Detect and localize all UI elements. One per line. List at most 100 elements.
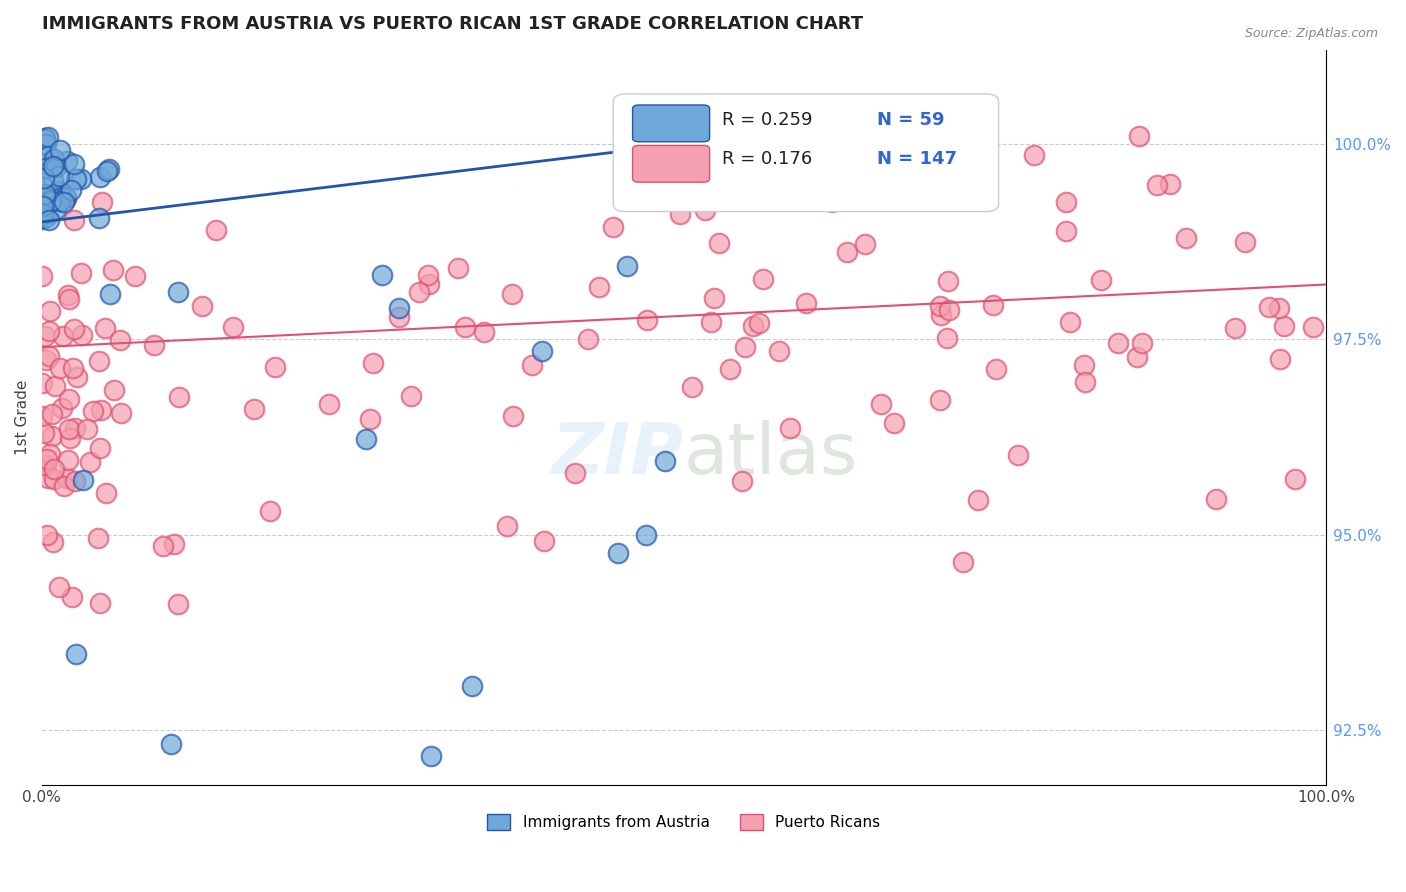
Point [1128,128,1150,143]
Point [45,161,67,175]
Point [371,268,394,282]
Point [853,237,876,252]
Point [734,339,756,353]
Point [1054,224,1077,238]
Point [1146,178,1168,193]
Point [1073,376,1095,390]
Point [63,322,86,336]
Point [39,187,62,202]
Point [35,136,58,151]
Point [681,379,703,393]
Point [981,297,1004,311]
Point [654,454,676,468]
Point [454,319,477,334]
Point [1268,351,1291,366]
Point [37,149,59,163]
Point [37,471,59,485]
Point [32,199,55,213]
Text: R = 0.176: R = 0.176 [723,150,813,168]
Point [623,854,645,868]
Text: atlas: atlas [683,420,858,489]
Point [408,285,430,300]
Point [207,822,229,836]
Point [242,401,264,416]
Point [533,533,555,548]
Point [794,295,817,310]
Point [34,157,56,171]
Point [63,421,86,435]
Point [44,379,66,393]
Point [52,329,75,343]
Point [35,161,58,175]
Point [167,390,190,404]
Point [58,392,80,407]
Point [35,353,58,368]
Point [748,316,770,330]
Point [41,173,63,187]
Point [576,332,599,346]
Point [191,299,214,313]
Point [825,171,848,186]
Point [742,319,765,334]
Point [87,211,110,226]
Point [416,268,439,283]
Point [222,320,245,334]
Point [936,331,959,345]
Point [1022,147,1045,161]
Point [90,403,112,417]
Point [110,333,132,347]
Point [1107,336,1129,351]
Point [55,190,77,204]
Point [602,220,624,235]
Point [1223,321,1246,335]
Point [55,192,77,206]
Point [37,130,59,145]
Point [51,401,73,415]
Point [821,195,844,210]
Point [65,171,87,186]
Point [606,546,628,560]
Point [143,337,166,351]
Point [354,433,377,447]
Point [72,328,94,343]
Point [634,528,657,542]
Point [38,213,60,227]
Point [318,397,340,411]
Point [928,300,950,314]
Point [1302,319,1324,334]
Point [399,389,422,403]
Point [502,409,524,424]
Point [38,349,60,363]
Point [31,211,53,226]
Point [82,404,104,418]
Point [564,466,586,480]
Point [1205,491,1227,506]
Point [160,737,183,751]
Point [34,458,56,472]
Point [48,184,70,198]
Point [1059,315,1081,329]
Point [72,473,94,487]
Point [167,597,190,611]
Point [103,383,125,397]
Point [58,287,80,301]
Text: ZIP: ZIP [551,420,683,489]
Point [52,479,75,493]
Point [700,315,723,329]
Point [89,441,111,455]
Point [58,422,80,436]
Point [1175,231,1198,245]
Text: R = 0.259: R = 0.259 [723,111,813,128]
Point [636,312,658,326]
Point [731,474,754,488]
Point [883,416,905,430]
Point [693,202,716,217]
Point [37,528,59,542]
Point [45,202,67,217]
Point [779,421,801,435]
Point [63,474,86,488]
Point [1267,301,1289,315]
Point [1130,335,1153,350]
Point [1284,472,1306,486]
Point [87,531,110,545]
